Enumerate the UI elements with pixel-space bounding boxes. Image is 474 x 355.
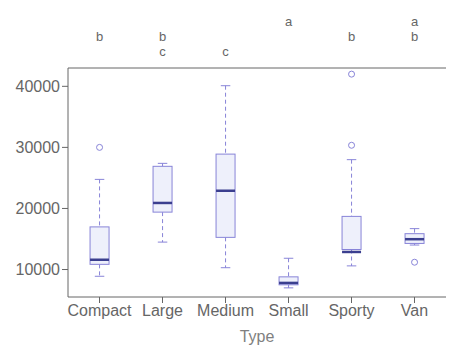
svg-text:Sporty: Sporty xyxy=(328,302,374,319)
svg-text:c: c xyxy=(159,44,166,59)
svg-text:40000: 40000 xyxy=(16,78,61,95)
svg-text:Van: Van xyxy=(401,302,428,319)
svg-text:30000: 30000 xyxy=(16,139,61,156)
svg-text:b: b xyxy=(348,29,355,44)
svg-text:b: b xyxy=(159,29,166,44)
svg-text:Type: Type xyxy=(240,328,275,345)
svg-text:a: a xyxy=(285,14,293,29)
svg-text:b: b xyxy=(96,29,103,44)
svg-text:Medium: Medium xyxy=(197,302,254,319)
svg-text:Compact: Compact xyxy=(67,302,132,319)
svg-text:Large: Large xyxy=(142,302,183,319)
svg-text:a: a xyxy=(411,14,419,29)
svg-text:c: c xyxy=(222,44,229,59)
svg-text:10000: 10000 xyxy=(16,261,61,278)
svg-text:20000: 20000 xyxy=(16,200,61,217)
svg-text:b: b xyxy=(411,29,418,44)
svg-text:Small: Small xyxy=(268,302,308,319)
